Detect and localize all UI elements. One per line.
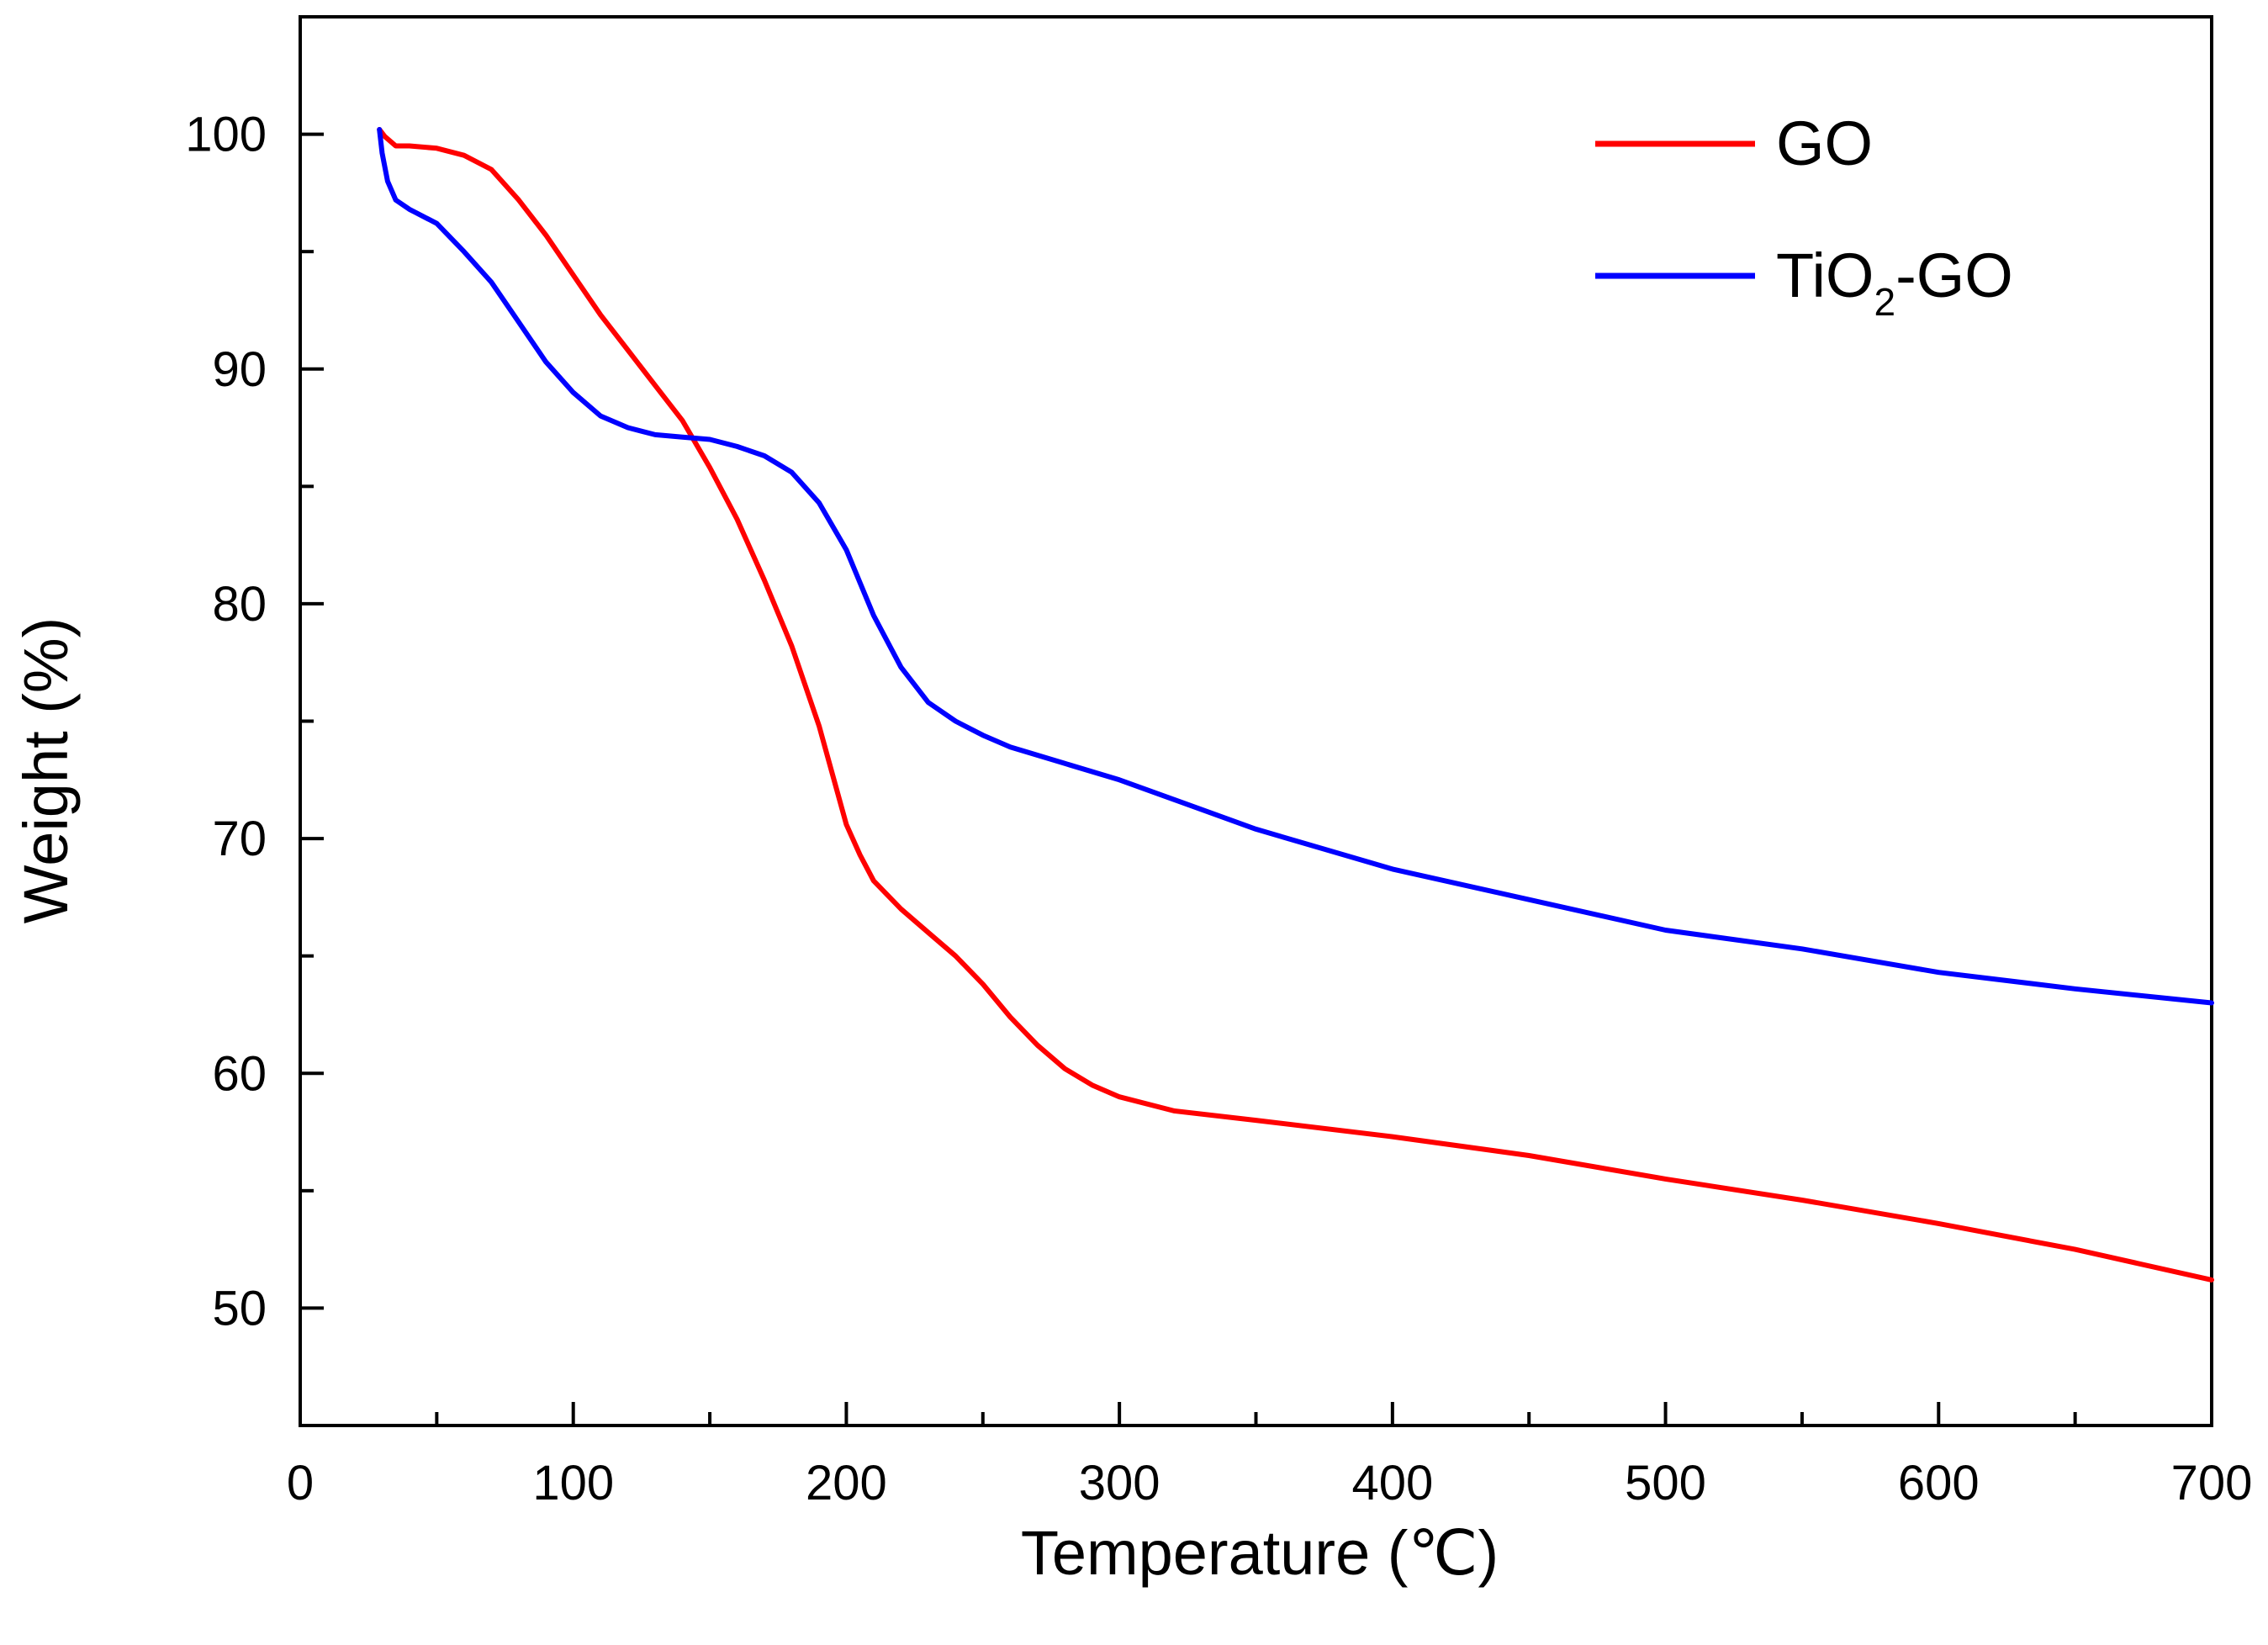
axis-tick-labels: 0 100 200 300 400 500 600 700 50 60 70 80 90 100 <box>185 108 2252 1510</box>
legend-label-tio2-subscript: 2 <box>1874 280 1895 324</box>
y-tick-label: 60 <box>212 1046 267 1101</box>
data-lines <box>377 127 2214 1283</box>
x-tick-label: 700 <box>2171 1456 2253 1510</box>
x-tick-label: 200 <box>806 1456 887 1510</box>
x-axis-title: Temperature (℃) <box>1021 1518 1499 1588</box>
x-tick-label: 400 <box>1351 1456 1433 1510</box>
series-line-tio2-go <box>377 127 2214 1006</box>
x-tick-label: 300 <box>1079 1456 1160 1510</box>
legend-label-tio2-go: TiO2-GO <box>1776 241 2013 324</box>
legend-label-tio2-main: TiO <box>1776 241 1874 310</box>
y-tick-label: 70 <box>212 812 267 866</box>
axis-ticks <box>299 15 2213 1427</box>
y-tick-label: 80 <box>212 577 267 632</box>
x-tick-label: 100 <box>532 1456 614 1510</box>
x-tick-label: 500 <box>1625 1456 1706 1510</box>
x-tick-label: 0 <box>287 1456 314 1510</box>
legend: GO TiO2-GO <box>1595 108 2013 324</box>
series-line-go <box>377 127 2214 1283</box>
y-tick-label: 50 <box>212 1281 267 1336</box>
x-tick-label: 600 <box>1898 1456 1980 1510</box>
legend-label-go: GO <box>1776 108 1873 178</box>
y-tick-label: 90 <box>212 342 267 397</box>
y-axis-title: Weight (%) <box>11 617 81 924</box>
y-tick-label: 100 <box>185 108 267 162</box>
plot-area <box>299 15 2213 1427</box>
legend-label-tio2-suffix: -GO <box>1895 241 2013 310</box>
plot-frame <box>299 15 2213 1427</box>
